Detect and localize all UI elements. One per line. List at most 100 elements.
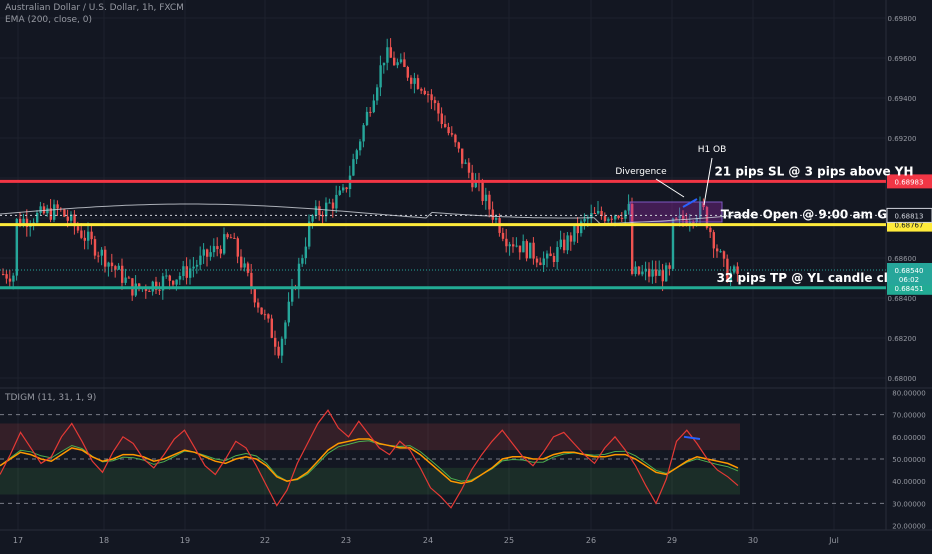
candle-body [440, 113, 443, 125]
candle-body [12, 275, 15, 282]
order-block-annotation: H1 OB [698, 145, 727, 155]
price-tick-label: 0.69600 [888, 55, 917, 63]
candle-body [352, 159, 355, 176]
candle-body [661, 270, 664, 282]
candle-body [236, 238, 239, 257]
fast-ma-line [0, 440, 739, 482]
candle-body [165, 275, 168, 277]
candle-body [416, 78, 420, 89]
candle-body [651, 269, 654, 277]
candle-body [76, 226, 80, 231]
candle-body [399, 59, 403, 63]
candle-body [19, 218, 22, 226]
candle-body [223, 234, 226, 254]
price-tick-label: 0.68000 [888, 375, 917, 383]
candle-body [161, 276, 165, 291]
candle-body [512, 244, 515, 247]
candle-body [185, 266, 188, 278]
candle-body [729, 272, 732, 282]
candle-body [189, 268, 192, 278]
candle-body [682, 215, 685, 221]
time-tick-label: 29 [667, 536, 677, 545]
candle-body [263, 314, 267, 316]
candle-body [297, 263, 301, 289]
candle-body [260, 307, 263, 315]
tp-price-label: 0.68451 [895, 285, 924, 293]
candle-body [155, 281, 158, 290]
candle-body [474, 180, 477, 188]
candle-body [406, 66, 409, 78]
candle-body [308, 221, 311, 247]
ema-indicator-label: EMA (200, close, 0) [5, 15, 93, 25]
candle-body [736, 266, 739, 274]
candle-body [328, 202, 331, 204]
candle-body [671, 218, 675, 269]
oscillator-tick-label: 70.00000 [892, 412, 925, 420]
candle-body [542, 258, 545, 266]
candle-body [491, 209, 494, 220]
candle-body [168, 275, 171, 281]
candle-body [56, 204, 59, 209]
candle-body [66, 216, 69, 221]
divergence-arrow [655, 178, 685, 198]
candle-body [484, 194, 488, 202]
candle-body [733, 266, 736, 273]
candle-body [138, 283, 141, 289]
candle-body [257, 302, 260, 308]
candle-body [566, 235, 569, 251]
candle-body [83, 237, 86, 241]
candle-body [229, 237, 233, 239]
candle-body [365, 111, 369, 126]
candle-body [580, 221, 583, 234]
time-tick-label: 26 [586, 536, 596, 545]
oscillator-tick-label: 40.00000 [892, 478, 925, 486]
candle-body [607, 218, 610, 222]
candle-body [634, 266, 637, 274]
candle-body [501, 232, 505, 239]
candle-body [559, 239, 562, 248]
candle-body [624, 210, 627, 219]
divergence-annotation: Divergence [615, 167, 667, 177]
candle-body [90, 231, 93, 240]
candle-body [525, 241, 528, 259]
candle-body [508, 244, 511, 247]
candle-body [5, 274, 8, 279]
candle-body [597, 210, 600, 214]
candle-body [148, 290, 151, 292]
candle-body [372, 100, 375, 113]
candle-body [158, 289, 161, 291]
candle-body [444, 124, 447, 128]
price-tick-label: 0.69200 [888, 135, 917, 143]
candle-body [206, 249, 209, 257]
time-tick-label: 19 [180, 536, 190, 545]
candle-body [617, 215, 620, 218]
candle-body [216, 246, 219, 250]
price-tick-label: 0.68400 [888, 295, 917, 303]
candle-body [505, 238, 508, 247]
oscillator-tick-label: 50.00000 [892, 456, 925, 464]
candle-body [382, 62, 386, 66]
candle-body [338, 190, 341, 195]
candle-body [396, 62, 399, 66]
candle-body [447, 127, 450, 134]
price-tick-label: 0.69800 [888, 15, 917, 23]
candle-body [172, 280, 175, 285]
candle-countdown: 06:02 [899, 276, 919, 284]
candle-body [127, 277, 131, 279]
candle-body [73, 214, 76, 227]
entry-annotation: Trade Open @ 9:00 am GMT [721, 208, 908, 222]
candle-body [304, 246, 307, 259]
candle-body [87, 231, 90, 241]
candle-body [121, 265, 124, 283]
price-tick-label: 0.68200 [888, 335, 917, 343]
candle-body [250, 272, 253, 289]
candle-body [39, 206, 42, 213]
candle-body [467, 162, 471, 173]
candle-body [515, 245, 518, 247]
time-tick-label: Jul [828, 536, 839, 545]
candle-body [695, 218, 698, 223]
candle-body [253, 288, 256, 303]
candle-body [321, 215, 324, 217]
